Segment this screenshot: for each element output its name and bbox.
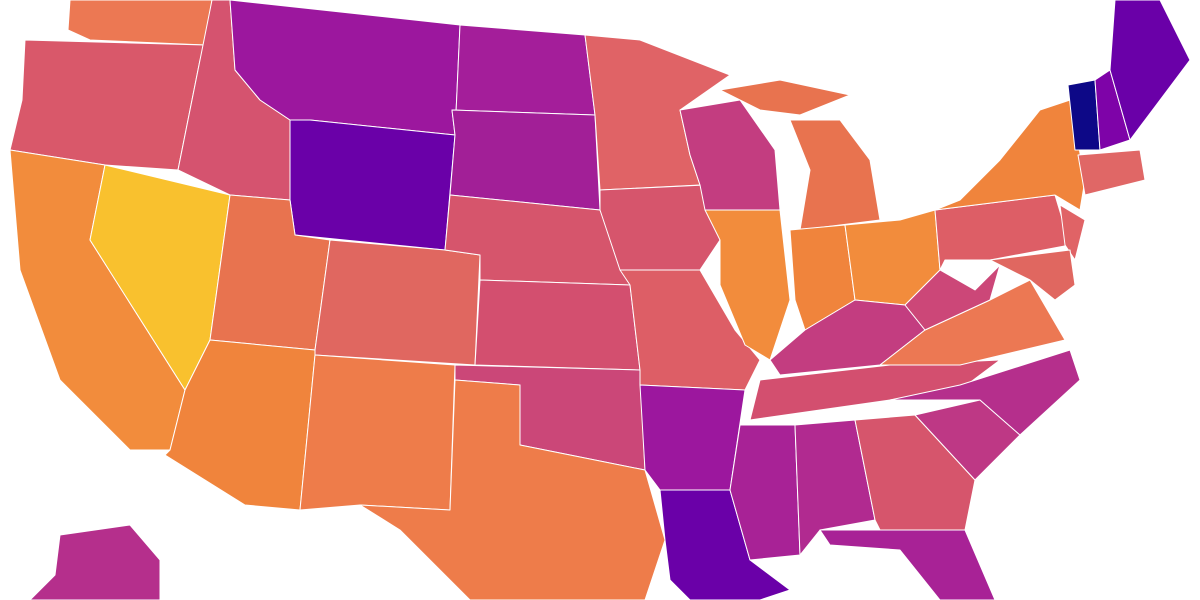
region bbox=[819, 529, 996, 600]
region bbox=[599, 184, 721, 271]
region bbox=[449, 109, 601, 211]
region bbox=[719, 79, 851, 116]
region bbox=[289, 119, 456, 251]
region bbox=[989, 249, 1076, 301]
region bbox=[474, 279, 641, 371]
region bbox=[1109, 0, 1191, 141]
region bbox=[299, 354, 456, 511]
region bbox=[1077, 149, 1146, 196]
region bbox=[889, 349, 1081, 436]
region bbox=[9, 39, 206, 171]
region bbox=[729, 424, 801, 561]
region bbox=[934, 99, 1086, 211]
region bbox=[749, 359, 1001, 421]
region bbox=[314, 239, 481, 366]
region bbox=[67, 0, 213, 46]
regions bbox=[9, 0, 1191, 600]
region bbox=[1059, 204, 1086, 261]
region bbox=[29, 524, 161, 600]
region bbox=[794, 419, 876, 556]
region bbox=[639, 384, 746, 491]
region bbox=[164, 339, 316, 511]
region bbox=[359, 379, 666, 600]
region bbox=[789, 119, 881, 231]
region bbox=[704, 209, 791, 361]
